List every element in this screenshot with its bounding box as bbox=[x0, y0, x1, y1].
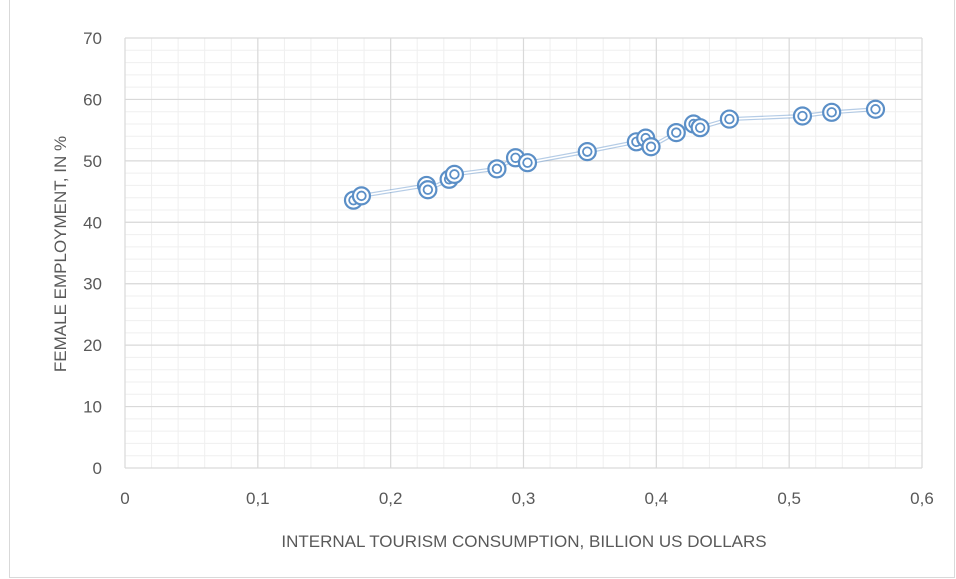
data-point bbox=[444, 164, 465, 184]
data-point bbox=[517, 153, 538, 173]
data-point-inner bbox=[870, 104, 881, 115]
data-point-outer bbox=[719, 109, 739, 129]
data-point-outer bbox=[444, 164, 465, 184]
data-points bbox=[343, 99, 886, 210]
data-point-inner bbox=[582, 146, 593, 157]
data-point-inner bbox=[522, 157, 533, 168]
data-point bbox=[641, 137, 661, 157]
data-point-inner bbox=[449, 169, 460, 180]
x-tick-label: 0,5 bbox=[777, 489, 801, 508]
data-point bbox=[865, 99, 886, 119]
x-tick-labels: 0 0,1 0,2 0,3 0,4 0,5 0,6 bbox=[120, 489, 934, 508]
x-tick-label: 0 bbox=[120, 489, 129, 508]
major-gridlines bbox=[124, 37, 923, 469]
data-point-inner bbox=[797, 110, 808, 122]
data-point-inner bbox=[645, 141, 657, 152]
data-point-inner bbox=[356, 190, 367, 202]
data-point-inner bbox=[826, 107, 837, 118]
y-axis-title: FEMALE EMPLOYMENT, IN % bbox=[51, 136, 70, 372]
data-point-outer bbox=[577, 142, 597, 162]
y-tick-label: 30 bbox=[83, 275, 102, 294]
x-tick-label: 0,4 bbox=[645, 489, 669, 508]
data-point bbox=[577, 142, 597, 162]
y-tick-label: 50 bbox=[83, 152, 102, 171]
data-point-inner bbox=[422, 184, 434, 195]
data-point bbox=[792, 106, 813, 126]
y-tick-label: 0 bbox=[93, 459, 102, 478]
data-point-outer bbox=[517, 153, 538, 173]
data-point bbox=[822, 102, 842, 122]
y-tick-label: 40 bbox=[83, 213, 102, 232]
x-tick-label: 0,2 bbox=[379, 489, 403, 508]
x-tick-label: 0,3 bbox=[512, 489, 536, 508]
data-point-outer bbox=[666, 123, 686, 143]
data-point bbox=[418, 180, 438, 200]
data-point bbox=[719, 109, 739, 129]
data-point-outer bbox=[641, 137, 661, 157]
data-point bbox=[487, 159, 507, 179]
data-point-inner bbox=[491, 163, 503, 175]
data-point bbox=[666, 123, 686, 143]
y-tick-label: 60 bbox=[83, 90, 102, 109]
chart-frame bbox=[9, 0, 955, 578]
data-point-outer bbox=[822, 102, 842, 122]
data-point-outer bbox=[792, 106, 813, 126]
data-point-inner bbox=[671, 127, 682, 138]
x-axis-title: INTERNAL TOURISM CONSUMPTION, BILLION US… bbox=[281, 532, 766, 551]
data-point bbox=[351, 186, 372, 206]
y-tick-label: 10 bbox=[83, 398, 102, 417]
y-tick-label: 70 bbox=[83, 29, 102, 48]
data-point-outer bbox=[487, 159, 507, 179]
y-tick-label: 20 bbox=[83, 336, 102, 355]
x-tick-label: 0,1 bbox=[246, 489, 270, 508]
data-point-outer bbox=[351, 186, 372, 206]
x-tick-label: 0,6 bbox=[910, 489, 934, 508]
data-point-outer bbox=[418, 180, 438, 200]
y-tick-labels: 0 10 20 30 40 50 60 70 bbox=[83, 29, 102, 478]
data-point-inner bbox=[724, 113, 735, 125]
data-point bbox=[690, 118, 710, 138]
data-point-outer bbox=[690, 118, 710, 138]
data-point-inner bbox=[694, 122, 706, 133]
data-point-outer bbox=[865, 99, 886, 119]
